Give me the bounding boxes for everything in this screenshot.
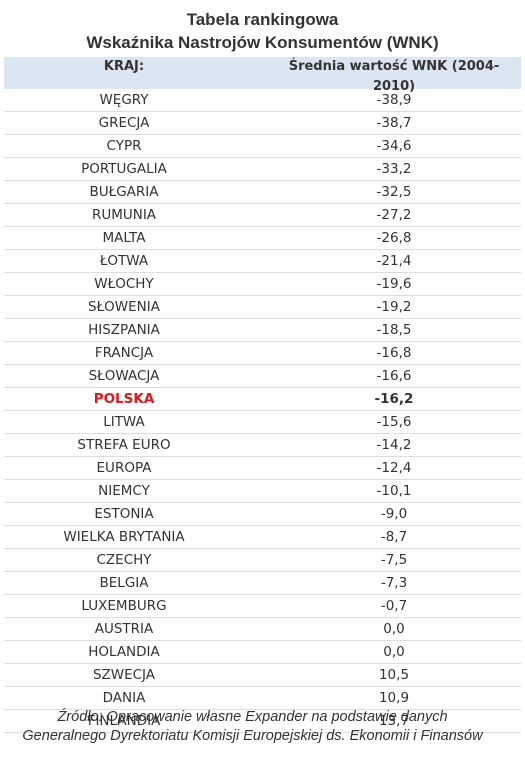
value-cell: -12,4 <box>376 460 412 476</box>
country-cell: HOLANDIA <box>88 644 160 660</box>
table-row: WĘGRY -38,9 <box>4 89 521 112</box>
table-row: MALTA -26,8 <box>4 227 521 250</box>
country-cell: ŁOTWA <box>99 253 149 269</box>
table-row: BELGIA -7,3 <box>4 572 521 595</box>
table-row: WIELKA BRYTANIA -8,7 <box>4 526 521 549</box>
value-cell: -33,2 <box>376 161 412 177</box>
header-cell: Średnia wartość WNK (2004-2010) <box>288 59 500 94</box>
value-cell: -7,5 <box>380 552 408 568</box>
country-cell: GRECJA <box>98 115 150 131</box>
value-cell: -15,6 <box>376 414 412 430</box>
country-cell: DANIA <box>102 690 146 706</box>
country-cell: WIELKA BRYTANIA <box>63 529 185 545</box>
table-row: FINLANDIA 13,7 <box>4 710 521 733</box>
country-cell: RUMUNIA <box>91 207 157 223</box>
value-cell: -27,2 <box>376 207 412 223</box>
table-row: AUSTRIA 0,0 <box>4 618 521 641</box>
value-cell: 0,0 <box>383 644 405 660</box>
country-cell: MALTA <box>102 230 146 246</box>
country-cell: WŁOCHY <box>94 276 154 292</box>
value-cell: -14,2 <box>376 437 412 453</box>
value-cell: 10,9 <box>378 690 410 706</box>
table-row: BUŁGARIA -32,5 <box>4 181 521 204</box>
country-cell: SŁOWACJA <box>88 368 160 384</box>
country-cell: POLSKA <box>93 391 155 407</box>
table-row: EUROPA -12,4 <box>4 457 521 480</box>
table-row: SZWECJA 10,5 <box>4 664 521 687</box>
value-cell: -16,8 <box>376 345 412 361</box>
country-cell: NIEMCY <box>98 483 150 499</box>
table-row: FRANCJA -16,8 <box>4 342 521 365</box>
table-row: STREFA EURO -14,2 <box>4 434 521 457</box>
table-row: LUXEMBURG -0,7 <box>4 595 521 618</box>
country-cell: AUSTRIA <box>94 621 154 637</box>
value-cell: -34,6 <box>376 138 412 154</box>
table-row: HISZPANIA -18,5 <box>4 319 521 342</box>
header-row: KRAJ: Średnia wartość WNK (2004-2010) <box>4 57 521 94</box>
value-cell: -16,2 <box>374 391 414 407</box>
table-row: CYPR -34,6 <box>4 135 521 158</box>
value-cell: 10,5 <box>378 667 410 683</box>
title: Tabela rankingowa <box>186 10 339 29</box>
table-row: SŁOWACJA -16,6 <box>4 365 521 388</box>
value-cell: -19,6 <box>376 276 412 292</box>
country-cell: EUROPA <box>96 460 152 476</box>
value-cell: -9,0 <box>380 506 408 522</box>
country-cell: PORTUGALIA <box>81 161 167 177</box>
value-cell: -38,9 <box>376 92 412 108</box>
table-row: WŁOCHY -19,6 <box>4 273 521 296</box>
country-cell: BELGIA <box>99 575 149 591</box>
country-cell: CYPR <box>106 138 142 154</box>
country-cell: WĘGRY <box>99 92 149 108</box>
country-cell: BUŁGARIA <box>89 184 159 200</box>
table-row: GRECJA -38,7 <box>4 112 521 135</box>
value-cell: -16,6 <box>376 368 412 384</box>
value-cell: -19,2 <box>376 299 412 315</box>
country-cell: LITWA <box>103 414 145 430</box>
table-row: CZECHY -7,5 <box>4 549 521 572</box>
country-cell: SZWECJA <box>92 667 156 683</box>
table: KRAJ: Średnia wartość WNK (2004-2010) WĘ… <box>4 57 521 733</box>
country-cell: HISZPANIA <box>88 322 160 338</box>
value-cell: -21,4 <box>376 253 412 269</box>
table-row: HOLANDIA 0,0 <box>4 641 521 664</box>
country-cell: STREFA EURO <box>77 437 171 453</box>
source-note: Źródło: Opracowanie własne Expander na p… <box>57 709 448 725</box>
table-row: LITWA -15,6 <box>4 411 521 434</box>
table-row: NIEMCY -10,1 <box>4 480 521 503</box>
table-row: PORTUGALIA -33,2 <box>4 158 521 181</box>
value-cell: -0,7 <box>380 598 408 614</box>
country-cell: FINLANDIA <box>87 713 161 729</box>
table-row: SŁOWENIA -19,2 <box>4 296 521 319</box>
source-note: Generalnego Dyrektoriatu Komisji Europej… <box>22 728 483 744</box>
value-cell: -18,5 <box>376 322 412 338</box>
country-cell: FRANCJA <box>94 345 154 361</box>
country-cell: CZECHY <box>96 552 152 568</box>
table-row: ŁOTWA -21,4 <box>4 250 521 273</box>
value-cell: -7,3 <box>380 575 408 591</box>
value-cell: 0,0 <box>383 621 405 637</box>
table-row: RUMUNIA -27,2 <box>4 204 521 227</box>
header-cell: KRAJ: <box>103 59 145 74</box>
table-row: DANIA 10,9 <box>4 687 521 710</box>
country-cell: SŁOWENIA <box>88 299 160 315</box>
value-cell: -38,7 <box>376 115 412 131</box>
title: Wskaźnika Nastrojów Konsumentów (WNK) <box>86 33 439 52</box>
country-cell: ESTONIA <box>94 506 154 522</box>
value-cell: 13,7 <box>378 713 410 729</box>
country-cell: LUXEMBURG <box>81 598 167 614</box>
value-cell: -26,8 <box>376 230 412 246</box>
value-cell: -10,1 <box>376 483 412 499</box>
table-row: ESTONIA -9,0 <box>4 503 521 526</box>
value-cell: -32,5 <box>376 184 412 200</box>
table-row: POLSKA -16,2 <box>4 388 521 411</box>
value-cell: -8,7 <box>380 529 408 545</box>
